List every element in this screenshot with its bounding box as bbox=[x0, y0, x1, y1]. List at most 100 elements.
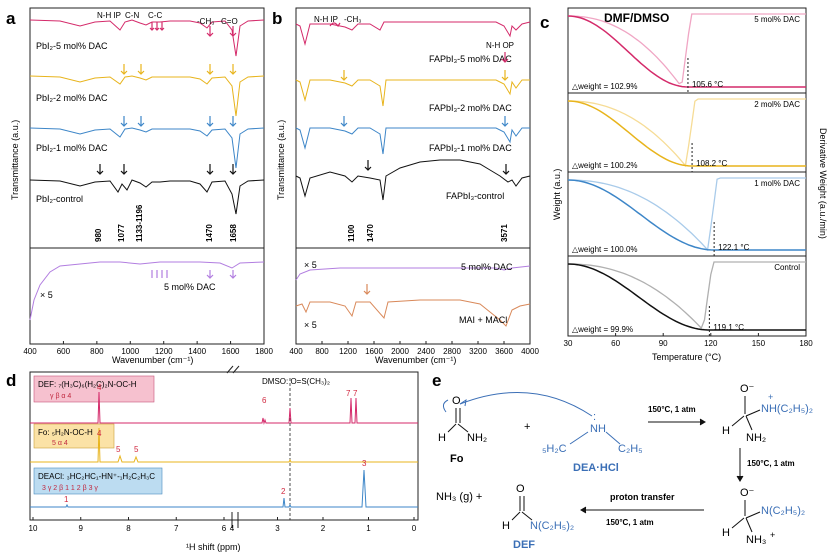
panel-b-ticks: 400 800 1200 1600 2000 2400 2800 3200 3600 4000 bbox=[289, 341, 539, 356]
panel-c-title: DMF/DMSO bbox=[604, 11, 669, 25]
panel-b: b Transmittance (a.u.) Wavenumber (cm⁻¹)… bbox=[272, 7, 539, 365]
a-label-1mol: PbI₂-1 mol% DAC bbox=[36, 143, 108, 153]
a-band-cn: C-N bbox=[125, 11, 139, 20]
c-tick-label: 60 bbox=[611, 339, 620, 348]
e-nh3: NH₃ (g) + bbox=[436, 491, 482, 503]
a-tick-label: 800 bbox=[90, 347, 104, 356]
d-tick-label: 2 bbox=[321, 524, 326, 533]
d-tick-label: 7 bbox=[174, 524, 179, 533]
d-fo-box bbox=[33, 423, 115, 449]
e-dea-c2h5: C₂H₅ bbox=[618, 443, 643, 455]
e-fo-label: Fo bbox=[450, 453, 464, 465]
b-band-ch3: -CH₃ bbox=[344, 15, 361, 24]
c-weight-label: △weight = 100.0% bbox=[572, 245, 638, 254]
panel-letter-e: e bbox=[432, 371, 441, 390]
c-weight-curve bbox=[567, 15, 806, 88]
e-dea-label: DEA·HCl bbox=[573, 462, 619, 474]
c-weight-curve bbox=[567, 263, 806, 331]
e-int2-ch-bond bbox=[731, 517, 745, 529]
c-tick-label: 150 bbox=[752, 339, 766, 348]
panel-c-ylabel: Weight (a.u.) bbox=[552, 169, 562, 220]
e-def-amine: N(C₂H₅)₂ bbox=[530, 520, 574, 532]
panel-c-subplots: 105.6 °C △weight = 102.9% 5 mol% DAC 108.2 … bbox=[567, 7, 807, 337]
panel-d-ticks: 10 9 8 7 6 4 3 2 1 0 bbox=[29, 517, 417, 533]
e-def-cn-bond bbox=[521, 511, 533, 521]
panel-letter-a: a bbox=[6, 9, 16, 28]
d-deacl-formula: DEACl: ₃HC₂HC₁-HN⁺-₁H₂C₂H₃C bbox=[38, 472, 155, 481]
e-plus: + bbox=[524, 421, 530, 433]
panel-letter-b: b bbox=[272, 9, 282, 28]
d-peak-fo-5b: 5 bbox=[134, 445, 139, 454]
a-peak-labels: 980 1077 1133-1196 1470 1658 bbox=[94, 204, 238, 242]
a-band-co: C=O bbox=[221, 17, 238, 26]
b-tick-label: 4000 bbox=[521, 347, 539, 356]
c-subplot-label: 5 mol% DAC bbox=[754, 15, 800, 24]
e-fo-arrow bbox=[442, 399, 449, 413]
d-peak-deacl-1: 1 bbox=[64, 495, 69, 504]
d-tick-label: 3 bbox=[275, 524, 280, 533]
d-def-box bbox=[33, 375, 155, 403]
a-band-ch3: -CH₃ bbox=[197, 17, 214, 26]
d-trace-deacl bbox=[30, 469, 418, 508]
d-peak-deacl-3: 3 bbox=[362, 459, 367, 468]
e-cond-step1: 150°C, 1 atm bbox=[648, 405, 696, 414]
a-tick-label: 1400 bbox=[188, 347, 206, 356]
b-peak-1470: 1470 bbox=[366, 224, 375, 242]
e-int1-ominus: O⁻ bbox=[740, 383, 755, 395]
e-def-ch-bond bbox=[511, 511, 521, 521]
c-weight-curve bbox=[567, 179, 806, 251]
b-label-scale-2: × 5 bbox=[304, 320, 317, 330]
d-deacl-box bbox=[33, 467, 163, 495]
e-arrow-step3-head bbox=[580, 506, 587, 514]
d-peak-def-7b: 7 bbox=[353, 389, 358, 398]
b-tick-label: 1200 bbox=[339, 347, 357, 356]
c-tick-label: 30 bbox=[564, 339, 573, 348]
e-attack-arrow bbox=[459, 391, 593, 417]
b-peak-3571: 3571 bbox=[500, 224, 509, 242]
e-fo-nh2: NH₂ bbox=[467, 432, 487, 444]
a-label-control: PbI₂-control bbox=[36, 194, 83, 204]
e-cond-step3: 150°C, 1 atm bbox=[606, 518, 654, 527]
b-arrows bbox=[329, 22, 510, 295]
a-peak-980: 980 bbox=[94, 228, 103, 242]
b-label-2mol: FAPbI₃-2 mol% DAC bbox=[429, 103, 512, 113]
a-tick-label: 1800 bbox=[255, 347, 273, 356]
a-tick-label: 1200 bbox=[155, 347, 173, 356]
c-weight-label: △weight = 99.9% bbox=[572, 325, 633, 334]
b-band-nhip: N-H IP bbox=[314, 15, 338, 24]
b-label-maimacl: MAI + MACl bbox=[459, 315, 507, 325]
d-tick-label: 1 bbox=[366, 524, 371, 533]
b-trace-control bbox=[295, 159, 531, 201]
a-tick-label: 600 bbox=[57, 347, 71, 356]
d-tick-label: 8 bbox=[126, 524, 131, 533]
d-tick-label: 4 bbox=[230, 524, 235, 533]
e-cond-step2: 150°C, 1 atm bbox=[747, 459, 795, 468]
d-top-break-2 bbox=[232, 365, 240, 374]
c-weight-curve bbox=[567, 100, 806, 167]
a-trace-1mol bbox=[29, 127, 265, 169]
e-int2-cnh3-bond bbox=[745, 517, 753, 533]
b-tick-label: 2800 bbox=[443, 347, 461, 356]
c-temp-label: 119.1 °C bbox=[713, 323, 744, 332]
b-tick-label: 2000 bbox=[391, 347, 409, 356]
e-def-o: O bbox=[516, 483, 525, 495]
c-derivative-curve bbox=[568, 261, 806, 330]
b-tick-label: 3200 bbox=[469, 347, 487, 356]
d-tick-label: 0 bbox=[412, 524, 417, 533]
e-dea-h2c: ₅H₂C bbox=[542, 443, 567, 455]
a-tick-label: 1600 bbox=[222, 347, 240, 356]
c-derivative-curve bbox=[568, 177, 806, 252]
a-arrows bbox=[96, 22, 237, 279]
a-series-labels: PbI₂-5 mol% DAC PbI₂-2 mol% DAC PbI₂-1 m… bbox=[36, 41, 216, 300]
e-int1-amine: NH(C₂H₅)₂ bbox=[761, 403, 813, 415]
e-int1-ch-bond bbox=[731, 415, 745, 427]
b-label-control: FAPbI₃-control bbox=[446, 191, 504, 201]
b-tick-label: 800 bbox=[315, 347, 329, 356]
a-label-scale: × 5 bbox=[40, 290, 53, 300]
e-fo-o: O bbox=[452, 395, 461, 407]
panel-a-ticks: 400 600 800 1000 1200 1400 1600 1800 bbox=[23, 341, 273, 356]
e-fo-h: H bbox=[438, 432, 446, 444]
b-trace-2mol bbox=[295, 79, 530, 107]
a-band-cc: C-C bbox=[148, 11, 162, 20]
d-tick-label: 9 bbox=[79, 524, 84, 533]
